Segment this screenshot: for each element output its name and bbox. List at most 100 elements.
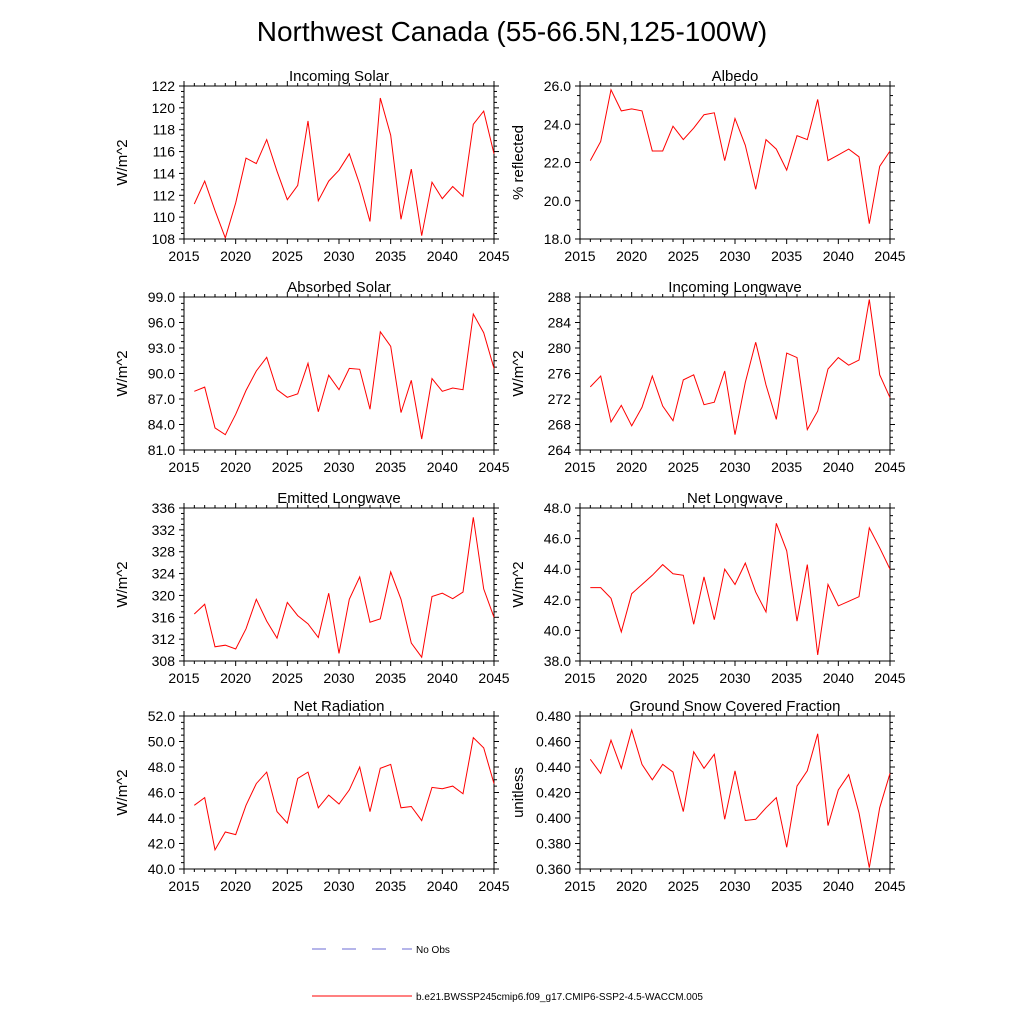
y-tick-label: 40.0 [544, 622, 571, 638]
series-line-albedo [589, 88, 891, 224]
x-tick-label: 2015 [168, 670, 199, 686]
x-tick-label: 2025 [668, 670, 699, 686]
y-tick-label: 288 [548, 289, 572, 305]
panel-title: Absorbed Solar [287, 279, 390, 296]
y-tick-label: 90.0 [148, 366, 175, 382]
legend: No Obs b.e21.BWSSP245cmip6.f09_g17.CMIP6… [312, 945, 703, 1003]
y-tick-label: 268 [548, 417, 572, 433]
panel-albedo: Albedo % reflected 2015 2020 2025 2030 2035 204… [510, 68, 906, 264]
x-tick-label: 2045 [874, 459, 905, 475]
series-line-emitted-longwave [193, 517, 495, 659]
y-tick-label: 81.0 [148, 442, 175, 458]
x-tick-label: 2035 [375, 459, 406, 475]
y-tick-label: 312 [152, 631, 176, 647]
x-tick-label: 2045 [874, 248, 905, 264]
x-tick-label: 2015 [564, 878, 595, 894]
y-axis-label: W/m^2 [510, 561, 527, 607]
panel-emitted-longwave: Emitted Longwave W/m^2 2015 2020 2025 2030 203… [114, 490, 510, 686]
x-tick-label: 2030 [719, 459, 750, 475]
y-tick-label: 0.380 [536, 836, 571, 852]
panel-title: Net Radiation [294, 698, 385, 715]
panel-ground-snow-covered-fraction: Ground Snow Covered Fraction unitless 2015… [510, 698, 906, 894]
panel-title: Incoming Solar [289, 68, 389, 85]
y-tick-label: 316 [152, 609, 176, 625]
x-tick-label: 2030 [323, 670, 354, 686]
y-axis-label: % reflected [510, 125, 527, 200]
x-tick-label: 2035 [771, 459, 802, 475]
x-tick-label: 2030 [719, 878, 750, 894]
x-tick-label: 2020 [616, 248, 647, 264]
series-line-net-radiation [194, 736, 495, 852]
legend-label-model: b.e21.BWSSP245cmip6.f09_g17.CMIP6-SSP2-4… [416, 992, 703, 1003]
series-line-net-longwave [590, 523, 891, 655]
y-tick-label: 42.0 [544, 592, 571, 608]
y-tick-label: 48.0 [544, 500, 571, 516]
y-axis-label: W/m^2 [114, 139, 131, 185]
y-tick-label: 22.0 [544, 155, 571, 171]
x-tick-label: 2035 [771, 248, 802, 264]
y-tick-label: 120 [152, 100, 176, 116]
panels: Incoming Solar W/m^2 2015 2020 2025 2030 2035 2… [114, 68, 906, 894]
y-tick-label: 44.0 [544, 561, 571, 577]
panel-absorbed-solar: Absorbed Solar W/m^2 2015 2020 2025 2030 2035 2… [114, 279, 510, 475]
panel-net-radiation: Net Radiation W/m^2 2015 2020 2025 2030 2035 20… [114, 698, 510, 894]
y-tick-label: 0.480 [536, 708, 571, 724]
y-tick-label: 328 [152, 544, 176, 560]
y-tick-label: 48.0 [148, 759, 175, 775]
x-tick-label: 2020 [220, 670, 251, 686]
y-tick-label: 110 [153, 209, 176, 225]
x-tick-label: 2015 [564, 670, 595, 686]
x-tick-label: 2045 [874, 878, 905, 894]
x-tick-label: 2030 [323, 248, 354, 264]
y-tick-label: 0.460 [536, 734, 571, 750]
legend-entry-model: b.e21.BWSSP245cmip6.f09_g17.CMIP6-SSP2-4… [312, 992, 703, 1003]
x-tick-label: 2030 [719, 670, 750, 686]
y-tick-label: 44.0 [148, 810, 175, 826]
series-line-absorbed-solar [194, 312, 495, 440]
y-tick-label: 20.0 [544, 193, 571, 209]
y-tick-label: 99.0 [148, 289, 175, 305]
x-tick-label: 2045 [478, 878, 509, 894]
panel-title: Emitted Longwave [277, 490, 400, 507]
x-tick-label: 2040 [823, 459, 854, 475]
y-tick-label: 46.0 [544, 531, 571, 547]
x-tick-label: 2020 [616, 459, 647, 475]
y-tick-label: 114 [153, 165, 176, 181]
x-tick-label: 2035 [375, 248, 406, 264]
x-tick-label: 2030 [323, 878, 354, 894]
x-tick-label: 2040 [823, 248, 854, 264]
y-tick-label: 18.0 [544, 231, 571, 247]
x-tick-label: 2040 [427, 670, 458, 686]
panel-title: Albedo [712, 68, 759, 85]
y-tick-label: 46.0 [148, 785, 175, 801]
panel-title: Net Longwave [687, 490, 783, 507]
y-tick-label: 272 [548, 391, 572, 407]
x-tick-label: 2035 [771, 878, 802, 894]
plot-frame [579, 296, 891, 451]
x-tick-label: 2015 [168, 248, 199, 264]
x-tick-label: 2025 [668, 459, 699, 475]
x-tick-label: 2015 [564, 248, 595, 264]
y-tick-label: 112 [153, 187, 176, 203]
y-tick-label: 50.0 [148, 734, 175, 750]
x-tick-label: 2040 [823, 670, 854, 686]
series-line-ground-snow-covered-fraction [589, 728, 891, 868]
y-tick-label: 96.0 [148, 315, 175, 331]
plot-frame [579, 715, 891, 870]
y-tick-label: 0.360 [536, 861, 571, 877]
panel-net-longwave: Net Longwave W/m^2 2015 2020 2025 2030 2035 204… [510, 490, 906, 686]
y-tick-label: 108 [152, 231, 176, 247]
panel-incoming-longwave: Incoming Longwave W/m^2 2015 2020 2025 2030 20… [510, 279, 906, 475]
plot-frame [183, 507, 495, 662]
plot-frame [183, 296, 495, 451]
plot-frame [183, 715, 495, 870]
x-tick-label: 2025 [272, 878, 303, 894]
y-tick-label: 38.0 [544, 653, 571, 669]
x-tick-label: 2015 [168, 878, 199, 894]
legend-entry-no-obs: No Obs [312, 945, 450, 956]
y-tick-label: 0.440 [536, 759, 571, 775]
y-tick-label: 40.0 [148, 861, 175, 877]
x-tick-label: 2040 [427, 459, 458, 475]
x-tick-label: 2030 [719, 248, 750, 264]
x-tick-label: 2020 [616, 878, 647, 894]
